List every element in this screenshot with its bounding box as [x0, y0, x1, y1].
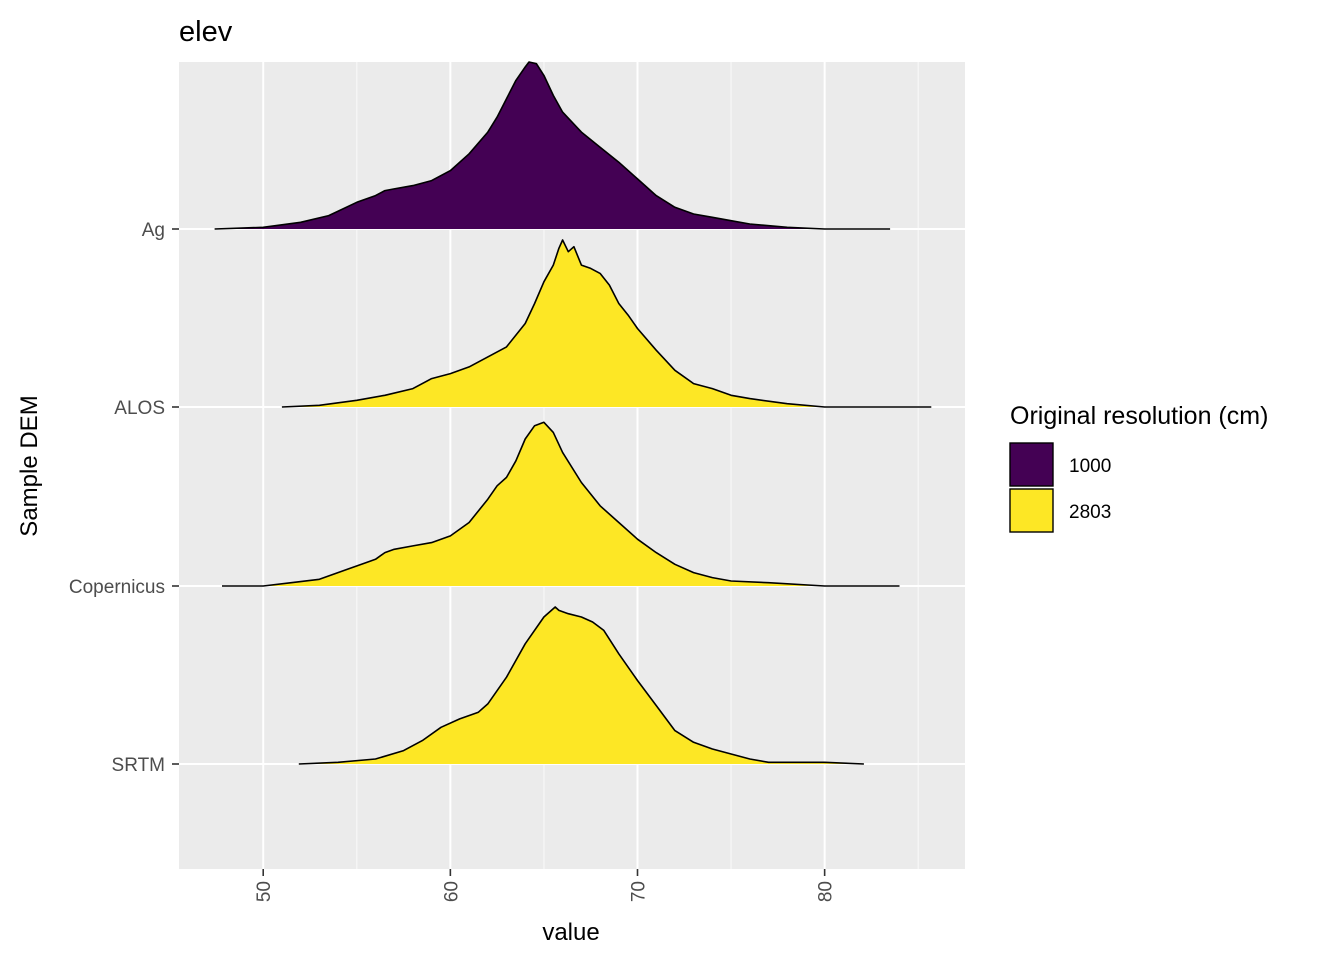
- y-tick-label: ALOS: [114, 398, 165, 419]
- y-tick-label: Ag: [142, 220, 165, 241]
- x-tick-label: 60: [441, 881, 462, 902]
- legend-swatch: [1009, 488, 1054, 533]
- x-axis: 50 60 70 80: [254, 869, 837, 902]
- chart-title: elev: [179, 16, 233, 48]
- ridge-area-copernicus: [222, 422, 900, 586]
- ridge-outline-copernicus: [222, 421, 900, 587]
- x-tick-label: 50: [254, 881, 275, 902]
- y-tick-label: SRTM: [112, 755, 165, 776]
- legend: Original resolution (cm) 1000 2803: [1009, 402, 1268, 533]
- y-axis-title: Sample DEM: [16, 395, 43, 536]
- ridge-area-alos: [281, 240, 932, 407]
- ridge-outline-alos: [281, 239, 932, 408]
- ridge-outline-srtm: [298, 606, 864, 765]
- x-tick-label: 80: [816, 881, 837, 902]
- x-tick-label: 70: [629, 881, 650, 902]
- x-axis-title: value: [542, 919, 599, 946]
- y-axis: Ag ALOS Copernicus SRTM: [69, 220, 179, 776]
- legend-swatch: [1009, 442, 1054, 487]
- legend-label: 1000: [1069, 456, 1111, 477]
- ridge-area-srtm: [298, 607, 864, 764]
- legend-title: Original resolution (cm): [1010, 402, 1268, 430]
- density-ridges: [214, 61, 932, 765]
- legend-label: 2803: [1069, 502, 1111, 523]
- ridge-area-ag: [214, 62, 891, 229]
- ridge-outline-ag: [214, 61, 891, 230]
- y-tick-label: Copernicus: [69, 577, 165, 598]
